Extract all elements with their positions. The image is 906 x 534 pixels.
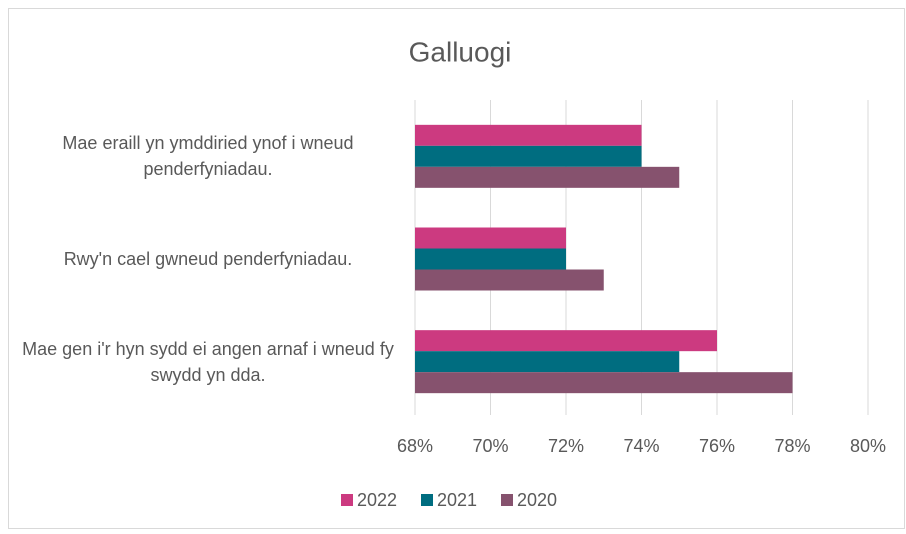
x-tick-label: 80% xyxy=(850,436,886,456)
category-label: Mae eraill yn ymddiried ynof i wneud pen… xyxy=(62,133,354,180)
legend-swatch xyxy=(501,494,513,506)
bar xyxy=(415,330,717,352)
bar xyxy=(415,269,604,291)
x-tick-label: 70% xyxy=(472,436,508,456)
x-tick-label: 76% xyxy=(699,436,735,456)
bar xyxy=(415,166,680,188)
bar xyxy=(415,372,793,394)
x-tick-label: 74% xyxy=(623,436,659,456)
x-tick-label: 72% xyxy=(548,436,584,456)
bar xyxy=(415,124,642,146)
bar xyxy=(415,227,566,249)
legend-swatch xyxy=(421,494,433,506)
legend-label: 2021 xyxy=(437,490,477,510)
x-tick-label: 78% xyxy=(774,436,810,456)
category-label: Mae gen i'r hyn sydd ei angen arnaf i wn… xyxy=(22,338,394,385)
category-label: Rwy'n cael gwneud penderfyniadau. xyxy=(63,249,353,269)
chart-title: Galluogi xyxy=(409,36,512,67)
bar xyxy=(415,248,566,270)
bar xyxy=(415,351,680,373)
legend-label: 2022 xyxy=(357,490,397,510)
x-tick-label: 68% xyxy=(397,436,433,456)
bar xyxy=(415,145,642,167)
legend-label: 2020 xyxy=(517,490,557,510)
legend-swatch xyxy=(341,494,353,506)
